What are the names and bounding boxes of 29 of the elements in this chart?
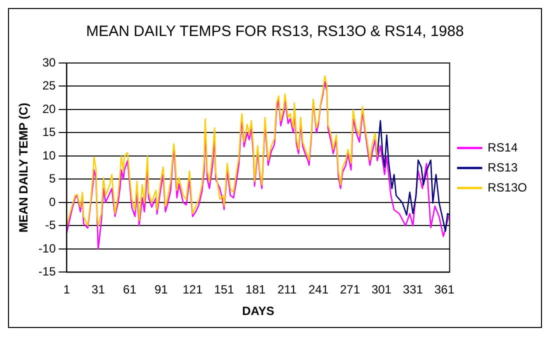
y-tick-label: 10 [42, 148, 56, 162]
x-tick-label: 1 [63, 282, 70, 297]
x-tick-label: 151 [214, 282, 234, 297]
y-tick-label: 20 [42, 102, 56, 116]
y-tick-label: 5 [49, 172, 56, 186]
x-tick-label: 121 [182, 282, 203, 297]
y-tick-label: 0 [49, 194, 56, 209]
x-tick-label: 271 [340, 282, 360, 297]
x-tick-label: 361 [434, 282, 455, 297]
legend-label: RS13O [488, 180, 528, 194]
y-tick-label: -5 [45, 218, 56, 232]
legend-label: RS13 [488, 160, 518, 174]
y-tick-label: 25 [42, 78, 56, 93]
x-tick-label: 211 [277, 282, 297, 297]
x-tick-label: 301 [371, 282, 392, 297]
x-tick-label: 181 [246, 282, 266, 297]
x-tick-label: 31 [92, 282, 106, 297]
x-tick-label: 91 [154, 282, 168, 297]
y-tick-label: 15 [42, 125, 56, 140]
x-axis-title: DAYS [242, 304, 274, 318]
y-tick-label: -10 [38, 241, 56, 256]
legend-label: RS14 [488, 140, 518, 154]
y-tick-label: -15 [38, 264, 56, 279]
x-tick-label: 61 [123, 282, 137, 297]
chart-title: MEAN DAILY TEMPS FOR RS13, RS13O & RS14, 1988 [86, 23, 464, 40]
y-tick-label: 30 [42, 55, 56, 70]
y-axis-title: MEAN DAILY TEMP (C) [16, 102, 31, 232]
x-tick-label: 331 [402, 282, 424, 297]
x-tick-label: 241 [308, 282, 329, 297]
